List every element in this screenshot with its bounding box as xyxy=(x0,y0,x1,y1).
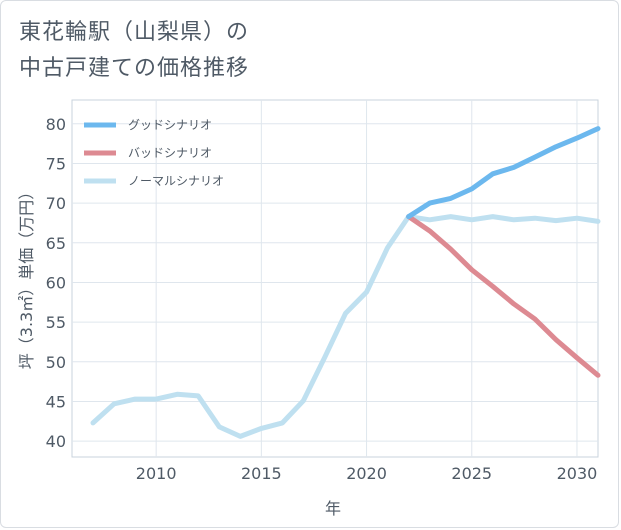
chart-title-line-1: 東花輪駅（山梨県）の xyxy=(19,20,250,45)
y-tick-label: 80 xyxy=(46,115,66,134)
x-axis-label: 年 xyxy=(325,499,341,518)
legend-label-1: バッドシナリオ xyxy=(128,146,212,160)
x-tick-label: 2025 xyxy=(451,464,492,483)
y-tick-label: 70 xyxy=(46,194,66,213)
y-tick-label: 50 xyxy=(46,353,66,372)
y-tick-label: 45 xyxy=(46,392,66,411)
series-line-1 xyxy=(406,214,601,378)
y-tick-label: 75 xyxy=(46,154,66,173)
chart-title-line-2: 中古戸建ての価格推移 xyxy=(19,56,250,81)
y-tick-label: 55 xyxy=(46,313,66,332)
y-tick-label: 65 xyxy=(46,234,66,253)
chart-title: 東花輪駅（山梨県）の 中古戸建ての価格推移 xyxy=(19,15,249,87)
x-tick-label: 2030 xyxy=(557,464,598,483)
x-tick-label: 2015 xyxy=(241,464,282,483)
y-axis-label: 坪（3.3㎡）単価（万円） xyxy=(17,184,36,369)
y-tick-label: 60 xyxy=(46,273,66,292)
series-line-0 xyxy=(406,126,601,220)
x-tick-label: 2020 xyxy=(346,464,387,483)
x-tick-label: 2010 xyxy=(136,464,177,483)
legend-label-0: グッドシナリオ xyxy=(128,118,212,132)
y-tick-label: 40 xyxy=(46,432,66,451)
legend-label-2: ノーマルシナリオ xyxy=(128,174,224,188)
series-line-2 xyxy=(90,214,601,439)
